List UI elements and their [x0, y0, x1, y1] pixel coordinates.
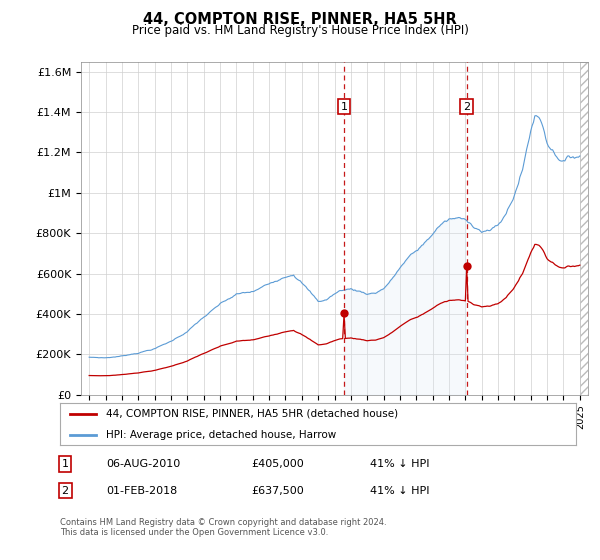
- Text: 01-FEB-2018: 01-FEB-2018: [106, 486, 178, 496]
- Text: 06-AUG-2010: 06-AUG-2010: [106, 459, 181, 469]
- Text: 1: 1: [62, 459, 68, 469]
- Text: 1: 1: [341, 101, 347, 111]
- Text: 2: 2: [62, 486, 69, 496]
- Text: Price paid vs. HM Land Registry's House Price Index (HPI): Price paid vs. HM Land Registry's House …: [131, 24, 469, 37]
- Text: 41% ↓ HPI: 41% ↓ HPI: [370, 486, 429, 496]
- Text: 2: 2: [463, 101, 470, 111]
- Text: 41% ↓ HPI: 41% ↓ HPI: [370, 459, 429, 469]
- Text: £405,000: £405,000: [251, 459, 304, 469]
- Text: 44, COMPTON RISE, PINNER, HA5 5HR (detached house): 44, COMPTON RISE, PINNER, HA5 5HR (detac…: [106, 409, 398, 419]
- Text: HPI: Average price, detached house, Harrow: HPI: Average price, detached house, Harr…: [106, 430, 337, 440]
- Text: £637,500: £637,500: [251, 486, 304, 496]
- Text: Contains HM Land Registry data © Crown copyright and database right 2024.
This d: Contains HM Land Registry data © Crown c…: [60, 518, 386, 538]
- Text: 44, COMPTON RISE, PINNER, HA5 5HR: 44, COMPTON RISE, PINNER, HA5 5HR: [143, 12, 457, 27]
